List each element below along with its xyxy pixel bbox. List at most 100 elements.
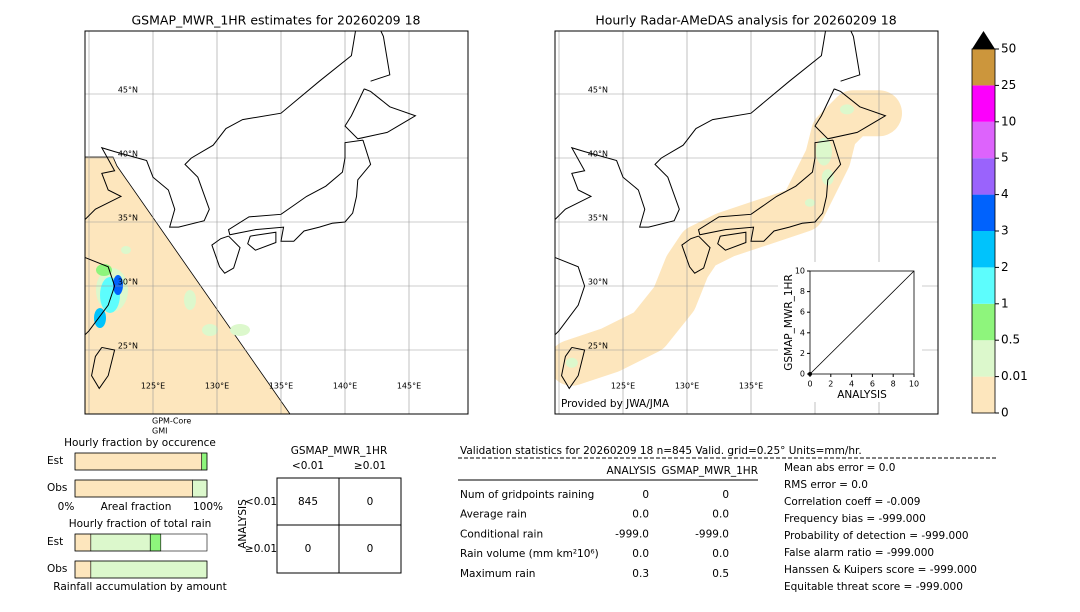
bar-segment	[74, 452, 203, 471]
acc-title: Hourly fraction of total rain	[69, 518, 212, 530]
lon-label: 130°E	[205, 382, 229, 391]
coastline	[681, 235, 711, 274]
colorbar-label: 5	[1001, 151, 1009, 165]
lat-label: 35°N	[118, 214, 138, 223]
lon-label: 130°E	[675, 382, 699, 391]
colorbar-label: 4	[1001, 187, 1009, 201]
bar-segment	[74, 560, 92, 579]
bar-segment	[192, 479, 208, 498]
axis-end: 100%	[193, 501, 223, 513]
lon-label: 140°E	[333, 382, 357, 391]
coastline	[211, 235, 241, 274]
col-label: ≥0.01	[354, 460, 386, 472]
contingency-table: GSMAP_MWR_1HR <0.01 ≥0.01 <0.01 ≥0.01 AN…	[237, 445, 402, 574]
coastline	[555, 256, 586, 336]
coastline	[697, 139, 842, 242]
colorbar-segment	[972, 267, 995, 304]
lon-label: 145°E	[397, 382, 421, 391]
x-tick-label: 8	[891, 380, 896, 389]
colorbar: 0 0.01 0.5 1 2 3 4 5 10 25 50	[971, 31, 1028, 420]
coastline	[370, 31, 391, 82]
y-tick-label: 10	[795, 267, 805, 276]
col-label: <0.01	[292, 460, 324, 472]
bar-segment	[201, 452, 208, 471]
colorbar-label: 0	[1001, 406, 1009, 420]
y-tick-label: 8	[800, 287, 805, 296]
bar-frame	[74, 560, 208, 579]
bar-segment	[90, 560, 208, 579]
score: Frequency bias = -999.000	[784, 513, 926, 525]
colorbar-label: 2	[1001, 260, 1009, 274]
coastline	[227, 139, 372, 242]
lat-label: 30°N	[588, 278, 608, 287]
coastline	[561, 346, 586, 390]
col-header: GSMAP_MWR_1HR	[662, 465, 758, 477]
lat-label: 30°N	[118, 278, 138, 287]
bar-frame	[74, 533, 208, 552]
colorbar-segment	[972, 85, 995, 122]
lat-label: 35°N	[588, 214, 608, 223]
colorbar-label: 10	[1001, 114, 1016, 128]
bar-segment	[90, 533, 151, 552]
coastline	[840, 31, 861, 82]
acc-footer: Rainfall accumulation by amount	[53, 581, 226, 593]
row-label: ≥0.01	[245, 543, 277, 555]
lat-label: 25°N	[588, 342, 608, 351]
y-tick-label: 4	[800, 328, 805, 337]
colorbar-segment	[972, 49, 995, 86]
lat-label: 45°N	[118, 86, 138, 95]
stat-value: -999.0	[615, 528, 649, 540]
score: Hanssen & Kuipers score = -999.000	[784, 564, 977, 576]
y-axis-label: GSMAP_MWR_1HR	[783, 274, 795, 370]
score: Mean abs error = 0.0	[784, 462, 895, 474]
row-label: <0.01	[245, 496, 277, 508]
lon-label: 135°E	[739, 382, 763, 391]
rain-blob	[840, 104, 854, 115]
cell-value: 845	[298, 496, 318, 508]
cell-value: 0	[367, 543, 374, 555]
colorbar-label: 0.5	[1001, 333, 1020, 347]
coastline	[85, 256, 116, 336]
row-title: ANALYSIS	[237, 499, 249, 549]
cell-value: 0	[367, 496, 374, 508]
x-axis-label: ANALYSIS	[837, 389, 887, 401]
coastline	[85, 31, 357, 228]
coastline	[344, 88, 417, 140]
x-tick-label: 2	[828, 380, 833, 389]
y-tick-label: 2	[800, 349, 805, 358]
x-tick-label: 10	[909, 380, 919, 389]
lon-label: 125°E	[141, 382, 165, 391]
colorbar-label: 0.01	[1001, 369, 1028, 383]
row-label: Est	[47, 536, 63, 548]
stat-label: Average rain	[460, 509, 527, 521]
cont-title: GSMAP_MWR_1HR	[291, 445, 387, 457]
bar-frame	[74, 479, 208, 498]
colorbar-segment	[972, 194, 995, 231]
satellite: GPM-Core	[152, 417, 191, 426]
lat-label: 45°N	[588, 86, 608, 95]
row-label: Obs	[47, 482, 67, 494]
row-label: Est	[47, 455, 63, 467]
validation: Validation statistics for 20260209 18 n=…	[458, 445, 996, 593]
x-tick-label: 0	[807, 380, 812, 389]
bar-segment	[149, 533, 162, 552]
score: Equitable threat score = -999.000	[784, 581, 963, 593]
score: Probability of detection = -999.000	[784, 530, 969, 542]
score: Correlation coeff = -0.009	[784, 496, 920, 508]
stat-value: 0.0	[632, 509, 649, 521]
score: RMS error = 0.0	[784, 479, 868, 491]
colorbar-segment	[972, 303, 995, 341]
stat-value: 0.3	[632, 568, 649, 580]
right-map-frame	[554, 30, 939, 415]
coastline	[717, 231, 747, 251]
x-tick-label: 6	[870, 380, 875, 389]
stat-value: 0.5	[712, 568, 729, 580]
left-title: GSMAP_MWR_1HR estimates for 20260209 18	[132, 13, 421, 28]
lat-label: 40°N	[588, 150, 608, 159]
stat-label: Num of gridpoints raining	[460, 489, 594, 501]
val-title: Validation statistics for 20260209 18 n=…	[460, 445, 862, 457]
rain-blob	[821, 169, 834, 186]
y-tick-label: 0	[800, 370, 805, 379]
lat-label: 25°N	[118, 342, 138, 351]
